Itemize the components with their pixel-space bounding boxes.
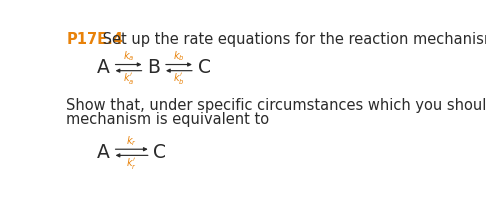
Text: Show that, under specific circumstances which you should identify, the: Show that, under specific circumstances … — [66, 98, 486, 113]
Text: $k_a$: $k_a$ — [123, 49, 134, 63]
Text: $k_b$: $k_b$ — [173, 49, 185, 63]
Text: Set up the rate equations for the reaction mechanism:: Set up the rate equations for the reacti… — [98, 32, 486, 47]
Text: $k_a'$: $k_a'$ — [123, 71, 134, 86]
Text: mechanism is equivalent to: mechanism is equivalent to — [66, 112, 269, 127]
Text: B: B — [147, 58, 160, 77]
Text: $k_r'$: $k_r'$ — [126, 156, 137, 171]
Text: C: C — [198, 58, 210, 77]
Text: A: A — [97, 143, 110, 162]
Text: A: A — [97, 58, 110, 77]
Text: P17E.4: P17E.4 — [66, 32, 123, 47]
Text: $k_b'$: $k_b'$ — [173, 71, 185, 86]
Text: C: C — [154, 143, 166, 162]
Text: $k_r$: $k_r$ — [126, 134, 137, 148]
